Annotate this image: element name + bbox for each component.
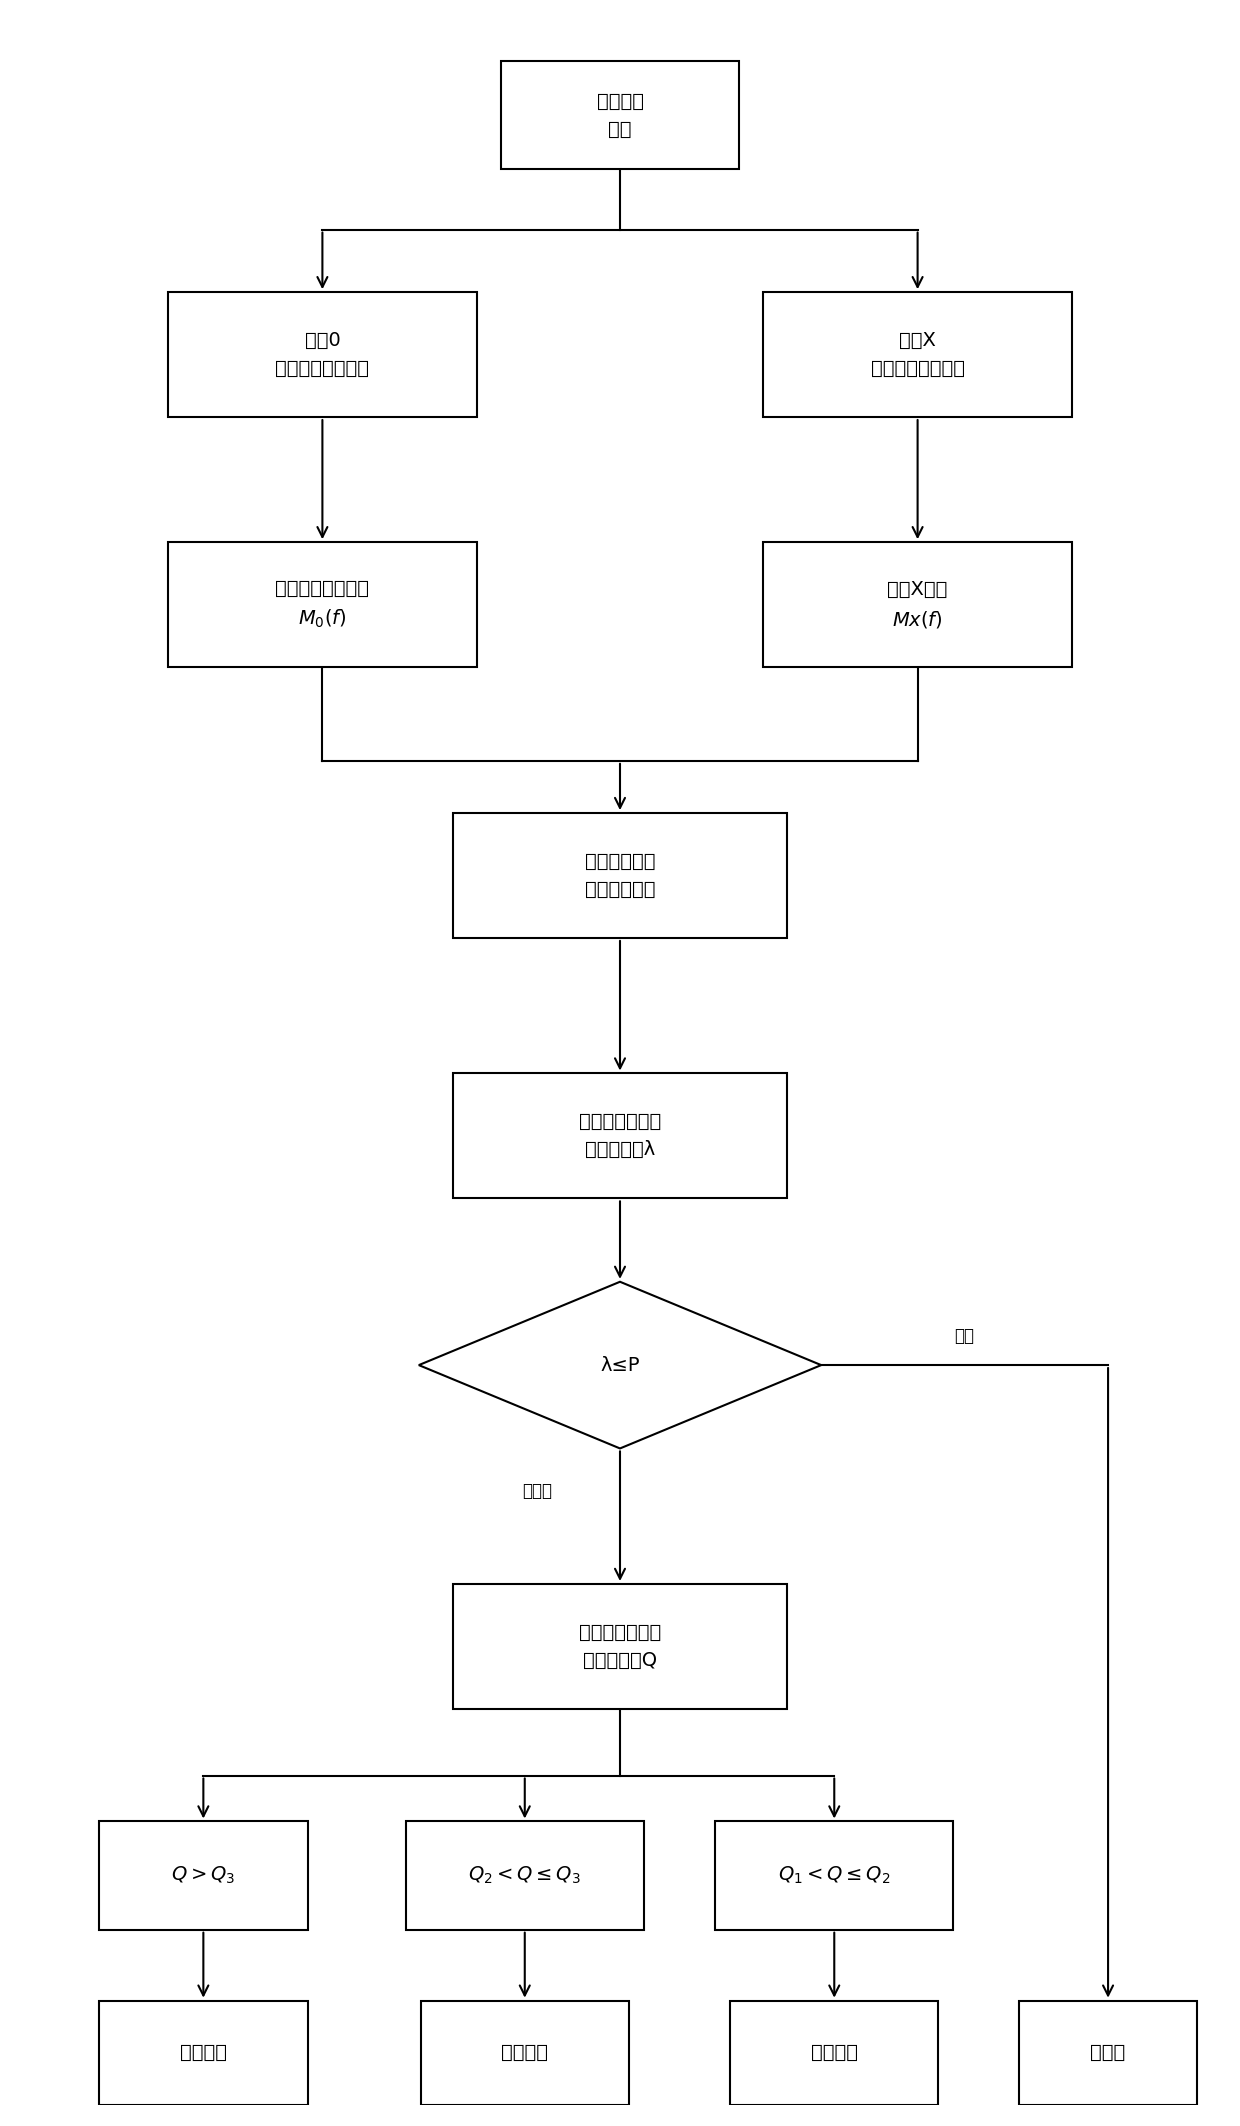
Text: $Q_2<Q\leq Q_3$: $Q_2<Q\leq Q_3$ [469,1865,582,1886]
Text: 标准参考频谱曲线
$\mathit{M}_\mathit{0}(\mathit{f})$: 标准参考频谱曲线 $\mathit{M}_\mathit{0}(\mathit{… [275,578,370,631]
Text: λ≤P: λ≤P [600,1356,640,1376]
Text: 中度老化: 中度老化 [501,2043,548,2062]
Text: $Q>Q_3$: $Q>Q_3$ [171,1865,236,1886]
FancyBboxPatch shape [715,1822,954,1930]
FancyBboxPatch shape [501,62,739,170]
FancyBboxPatch shape [454,1074,786,1199]
Text: 轻度老化: 轻度老化 [811,2043,858,2062]
Text: 无故障: 无故障 [1090,2043,1126,2062]
Polygon shape [419,1282,821,1448]
Text: $Q_1<Q\leq Q_2$: $Q_1<Q\leq Q_2$ [777,1865,890,1886]
FancyBboxPatch shape [420,2001,629,2105]
FancyBboxPatch shape [167,291,477,417]
Text: 故障0
介电频谱曲线测试: 故障0 介电频谱曲线测试 [275,332,370,378]
FancyBboxPatch shape [99,1822,308,1930]
FancyBboxPatch shape [730,2001,939,2105]
FancyBboxPatch shape [167,542,477,668]
Text: 不满足: 不满足 [522,1482,552,1501]
FancyBboxPatch shape [454,812,786,938]
Text: 故障X
介电频谱曲线测试: 故障X 介电频谱曲线测试 [870,332,965,378]
FancyBboxPatch shape [99,2001,308,2105]
Text: 计算电缆温度梯
度损耗系数λ: 计算电缆温度梯 度损耗系数λ [579,1112,661,1159]
Text: 满足: 满足 [955,1327,975,1346]
FancyBboxPatch shape [454,1584,786,1709]
FancyBboxPatch shape [1019,2001,1198,2105]
FancyBboxPatch shape [763,542,1073,668]
Text: 计算温度梯度故
障判别系数Q: 计算温度梯度故 障判别系数Q [579,1622,661,1669]
FancyBboxPatch shape [763,291,1073,417]
Text: 故障模拟
平台: 故障模拟 平台 [596,91,644,138]
FancyBboxPatch shape [405,1822,644,1930]
Text: 重度老化: 重度老化 [180,2043,227,2062]
Text: 频谱曲线拟合
数学模型建立: 频谱曲线拟合 数学模型建立 [585,853,655,899]
Text: 故障X状态
$\mathit{Mx}(\mathit{f})$: 故障X状态 $\mathit{Mx}(\mathit{f})$ [888,580,947,629]
